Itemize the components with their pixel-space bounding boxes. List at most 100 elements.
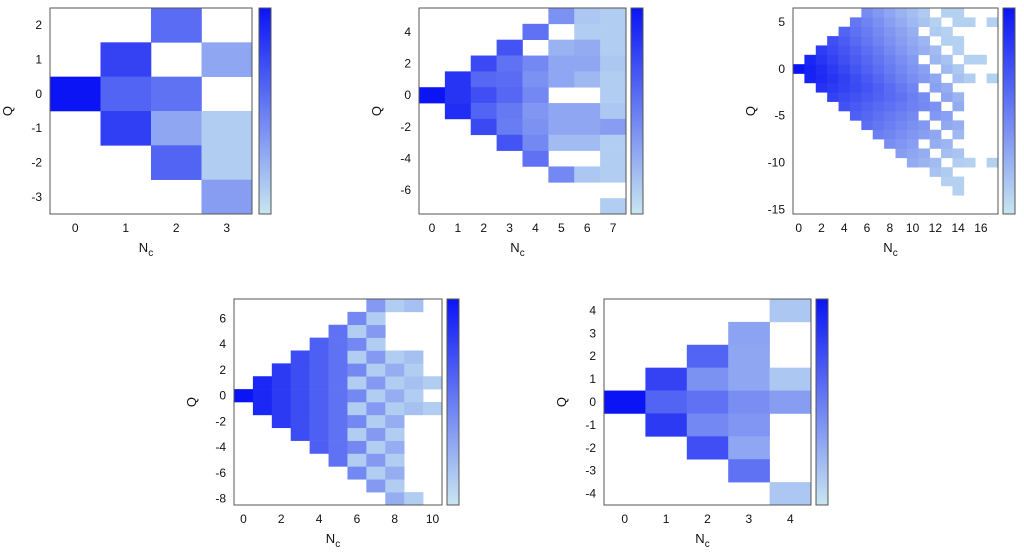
heatmap-cell: [815, 64, 828, 74]
heatmap-cell: [347, 402, 367, 416]
heatmap-cell: [151, 145, 202, 180]
heatmap-cell: [872, 54, 885, 65]
y-axis-label: Q: [0, 106, 15, 116]
heatmap-cell: [496, 55, 523, 72]
heatmap-cell: [906, 101, 919, 112]
y-tick-label: -10: [768, 156, 786, 170]
heatmap-cell: [952, 148, 965, 159]
heatmap-cell: [884, 92, 896, 102]
heatmap-cell: [496, 39, 523, 56]
x-tick-label: 8: [886, 221, 893, 235]
heatmap-panel-2: 0 1 2 3 4 5 6 7 4 2 0 -2 -4 -6 Nc Q: [369, 7, 644, 259]
heatmap-cell: [645, 413, 688, 437]
heatmap-cell: [906, 26, 919, 37]
heatmap-cell: [895, 120, 908, 131]
x-tick-label: 8: [391, 512, 398, 526]
heatmap-cell: [347, 311, 367, 326]
heatmap-cell: [366, 414, 386, 429]
heatmap-cell: [309, 427, 329, 441]
heatmap-cell: [827, 54, 839, 65]
heatmap-cell: [952, 8, 965, 18]
heatmap-cell: [895, 148, 908, 159]
heatmap-cell: [941, 148, 953, 159]
y-tick-label: 4: [219, 337, 226, 351]
heatmap-cell: [574, 166, 601, 183]
heatmap-cell: [600, 118, 627, 136]
heatmap-cell: [728, 321, 770, 346]
heatmap-cell: [986, 17, 999, 28]
x-tick-label: 2: [704, 512, 711, 526]
heatmap-cell: [385, 466, 405, 480]
heatmap-cell: [151, 8, 202, 43]
x-axis-label: Nc: [510, 240, 524, 259]
heatmap-cell: [328, 324, 348, 338]
y-tick-label: 2: [404, 56, 411, 70]
heatmap-cell: [328, 414, 348, 429]
heatmap-cell: [793, 64, 805, 74]
heatmap-cell: [309, 337, 329, 351]
x-tick-label: 2: [818, 221, 825, 235]
colorbar: [630, 7, 644, 215]
x-tick-label: 3: [746, 512, 753, 526]
heatmap-cell: [50, 76, 101, 112]
heatmap-cell: [522, 150, 549, 167]
x-tick-label: 4: [841, 221, 848, 235]
heatmap-cell: [884, 101, 896, 112]
heatmap-cell: [385, 389, 405, 403]
heatmap-cell: [404, 402, 424, 416]
heatmap-cell: [849, 64, 862, 74]
heatmap-cell: [906, 82, 919, 93]
y-tick-label: -2: [31, 156, 42, 170]
heatmap-cell: [769, 299, 812, 323]
heatmap-cell: [838, 101, 851, 112]
heatmap-cell: [496, 118, 523, 136]
heatmap-cell: [548, 134, 575, 151]
heatmap-cell: [929, 157, 942, 168]
x-tick-label: 4: [316, 512, 323, 526]
heatmap-cell: [290, 414, 310, 429]
x-tick-label: 2: [278, 512, 285, 526]
heatmap-cell: [385, 299, 405, 313]
heatmap-cell: [906, 139, 919, 149]
heatmap-cell: [861, 101, 874, 112]
heatmap-cell: [952, 101, 965, 112]
heatmap-cell: [496, 87, 523, 104]
heatmap-cell: [574, 103, 601, 120]
heatmap-cell: [849, 17, 862, 28]
y-axis-label: Q: [184, 397, 199, 407]
heatmap-cell: [929, 45, 942, 56]
heatmap-cell: [849, 26, 862, 37]
heatmap-cell: [929, 54, 942, 65]
y-tick-label: -6: [215, 466, 226, 480]
y-tick-label: 5: [778, 15, 785, 29]
heatmap-cell: [252, 402, 273, 416]
y-tick-label: -3: [585, 464, 596, 478]
heatmap-cell: [952, 120, 965, 131]
x-tick-label: 7: [610, 221, 617, 235]
y-tick-label: 0: [589, 395, 596, 409]
heatmap-cell: [404, 299, 424, 313]
x-tick-label: 0: [72, 221, 79, 235]
y-axis-label: Q: [554, 397, 569, 407]
heatmap-cell: [290, 427, 310, 441]
heatmap-cell: [328, 376, 348, 390]
heatmap-cell: [600, 71, 627, 88]
heatmap-cell: [918, 92, 930, 102]
heatmap-cell: [574, 23, 601, 40]
x-tick-label: 6: [584, 221, 591, 235]
heatmap-cell: [769, 367, 812, 391]
heatmap-cell: [496, 103, 523, 120]
heatmap-cell: [918, 101, 930, 112]
heatmap-cell: [906, 148, 919, 159]
plot-frame: [233, 298, 443, 506]
y-tick-label: 0: [404, 88, 411, 102]
heatmap-cell: [328, 363, 348, 377]
heatmap-cell: [918, 8, 930, 18]
heatmap-cell: [929, 82, 942, 93]
heatmap-cell: [522, 71, 549, 88]
y-tick-label: 0: [35, 87, 42, 101]
heatmap-cell: [347, 376, 367, 390]
heatmap-cell: [385, 453, 405, 467]
heatmap-cell: [827, 73, 839, 84]
heatmap-cell: [548, 39, 575, 56]
